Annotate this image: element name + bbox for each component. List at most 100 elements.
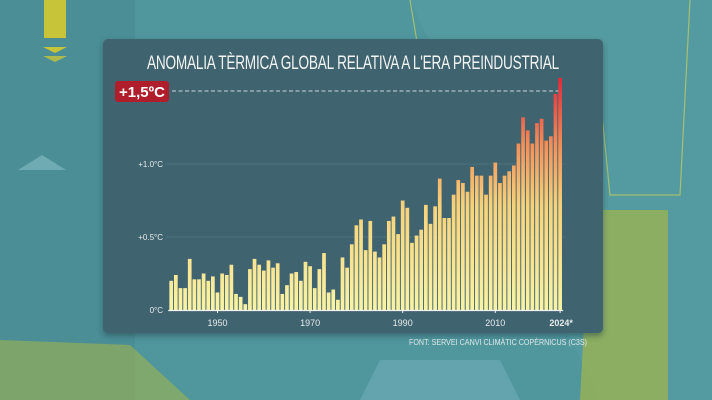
x-tick-label: 1970 <box>300 318 320 328</box>
bar-1951 <box>220 273 224 310</box>
bar-2002 <box>456 180 461 310</box>
bar-1972 <box>317 269 322 310</box>
bar-2024 <box>558 77 562 310</box>
bar-1976 <box>336 299 340 310</box>
bar-1965 <box>285 285 289 310</box>
threshold-label: +1,5ºC <box>119 84 165 101</box>
bar-1990 <box>400 200 405 310</box>
bar-1946 <box>197 279 201 310</box>
bar-1985 <box>377 257 382 310</box>
bar-1940 <box>169 280 174 310</box>
bar-2019 <box>535 123 539 311</box>
bar-1942 <box>178 288 183 310</box>
x-tick-label: 2024* <box>549 318 573 328</box>
bar-1969 <box>303 261 308 310</box>
bar-1991 <box>405 207 410 310</box>
bar-1960 <box>261 270 266 310</box>
x-tick-label: 1990 <box>393 318 413 328</box>
bar-1968 <box>298 280 303 310</box>
bar-1987 <box>386 220 391 310</box>
bar-1983 <box>368 220 373 310</box>
bar-1981 <box>359 219 363 310</box>
chart-title: ANOMALIA TÈRMICA GLOBAL RELATIVA A L'ERA… <box>147 53 559 74</box>
bar-2022 <box>549 136 553 310</box>
bar-1966 <box>289 273 294 310</box>
bar-1984 <box>373 251 377 310</box>
bar-1973 <box>322 253 326 310</box>
bar-2021 <box>544 140 549 310</box>
y-tick-label: +0.5°C <box>138 233 163 242</box>
bar-2014 <box>511 165 516 310</box>
bar-1986 <box>382 244 387 310</box>
bar-1949 <box>211 276 215 310</box>
bar-1982 <box>363 250 368 310</box>
bar-1947 <box>201 273 206 310</box>
threshold-badge: +1,5ºC <box>115 81 169 102</box>
bar-2006 <box>474 175 479 310</box>
bar-2023 <box>553 93 558 310</box>
bar-1952 <box>224 274 229 310</box>
bar-2018 <box>530 143 535 310</box>
bar-1988 <box>391 216 396 310</box>
bar-2000 <box>447 218 451 310</box>
bar-1970 <box>308 266 312 310</box>
bar-1943 <box>183 288 187 310</box>
bar-1967 <box>294 272 299 310</box>
bar-1996 <box>428 223 433 310</box>
bar-1953 <box>229 264 234 310</box>
bar-1999 <box>442 218 447 310</box>
bar-1941 <box>173 274 178 310</box>
bar-1978 <box>345 267 349 310</box>
source-credit: FONT: SERVEI CANVI CLIMÀTIC COPÈRNICUS (… <box>409 338 587 347</box>
bar-2016 <box>521 117 525 310</box>
y-tick-label: 0°C <box>150 306 164 315</box>
bar-1944 <box>187 258 192 310</box>
bar-2008 <box>484 194 488 310</box>
bar-2003 <box>461 182 465 310</box>
bar-1945 <box>192 279 197 310</box>
bar-1997 <box>433 206 437 310</box>
bar-1994 <box>419 229 424 310</box>
bar-2007 <box>479 175 484 310</box>
bar-1950 <box>215 292 220 310</box>
bar-2001 <box>451 194 456 310</box>
bar-1992 <box>410 242 414 310</box>
bar-2017 <box>525 130 530 310</box>
bar-1971 <box>312 288 317 310</box>
bar-1959 <box>257 264 262 310</box>
bar-1998 <box>437 178 442 310</box>
bar-2004 <box>465 191 470 310</box>
y-tick-label: +1.0°C <box>138 160 163 169</box>
bar-2015 <box>516 143 521 310</box>
bar-1956 <box>243 304 248 310</box>
bar-1977 <box>340 257 345 310</box>
bar-2005 <box>470 166 474 310</box>
bars <box>169 77 562 311</box>
axes: 0°C +0.5°C +1.0°C 1950 1970 1990 2010 2024* <box>138 160 573 328</box>
bar-1948 <box>206 280 211 310</box>
bar-1962 <box>271 267 275 310</box>
bar-2012 <box>502 175 507 310</box>
bar-2010 <box>493 162 498 310</box>
bar-1979 <box>349 244 354 310</box>
bar-2013 <box>507 171 512 310</box>
bar-2020 <box>539 118 544 311</box>
bar-1993 <box>414 235 419 310</box>
bar-1963 <box>275 263 280 310</box>
bar-1957 <box>248 269 252 310</box>
bar-2011 <box>498 182 502 310</box>
x-tick-label: 2010 <box>485 318 505 328</box>
bar-1958 <box>252 258 257 310</box>
bar-1961 <box>266 260 271 310</box>
bar-2009 <box>488 175 493 310</box>
x-tick-label: 1950 <box>207 318 227 328</box>
bar-1989 <box>396 234 400 310</box>
bar-1964 <box>280 293 285 310</box>
bar-1955 <box>238 296 243 310</box>
bar-1975 <box>331 289 336 310</box>
bar-1954 <box>234 293 238 310</box>
bar-1980 <box>354 225 359 310</box>
bar-1995 <box>424 204 428 310</box>
arrow-decoration-icon <box>44 0 66 38</box>
